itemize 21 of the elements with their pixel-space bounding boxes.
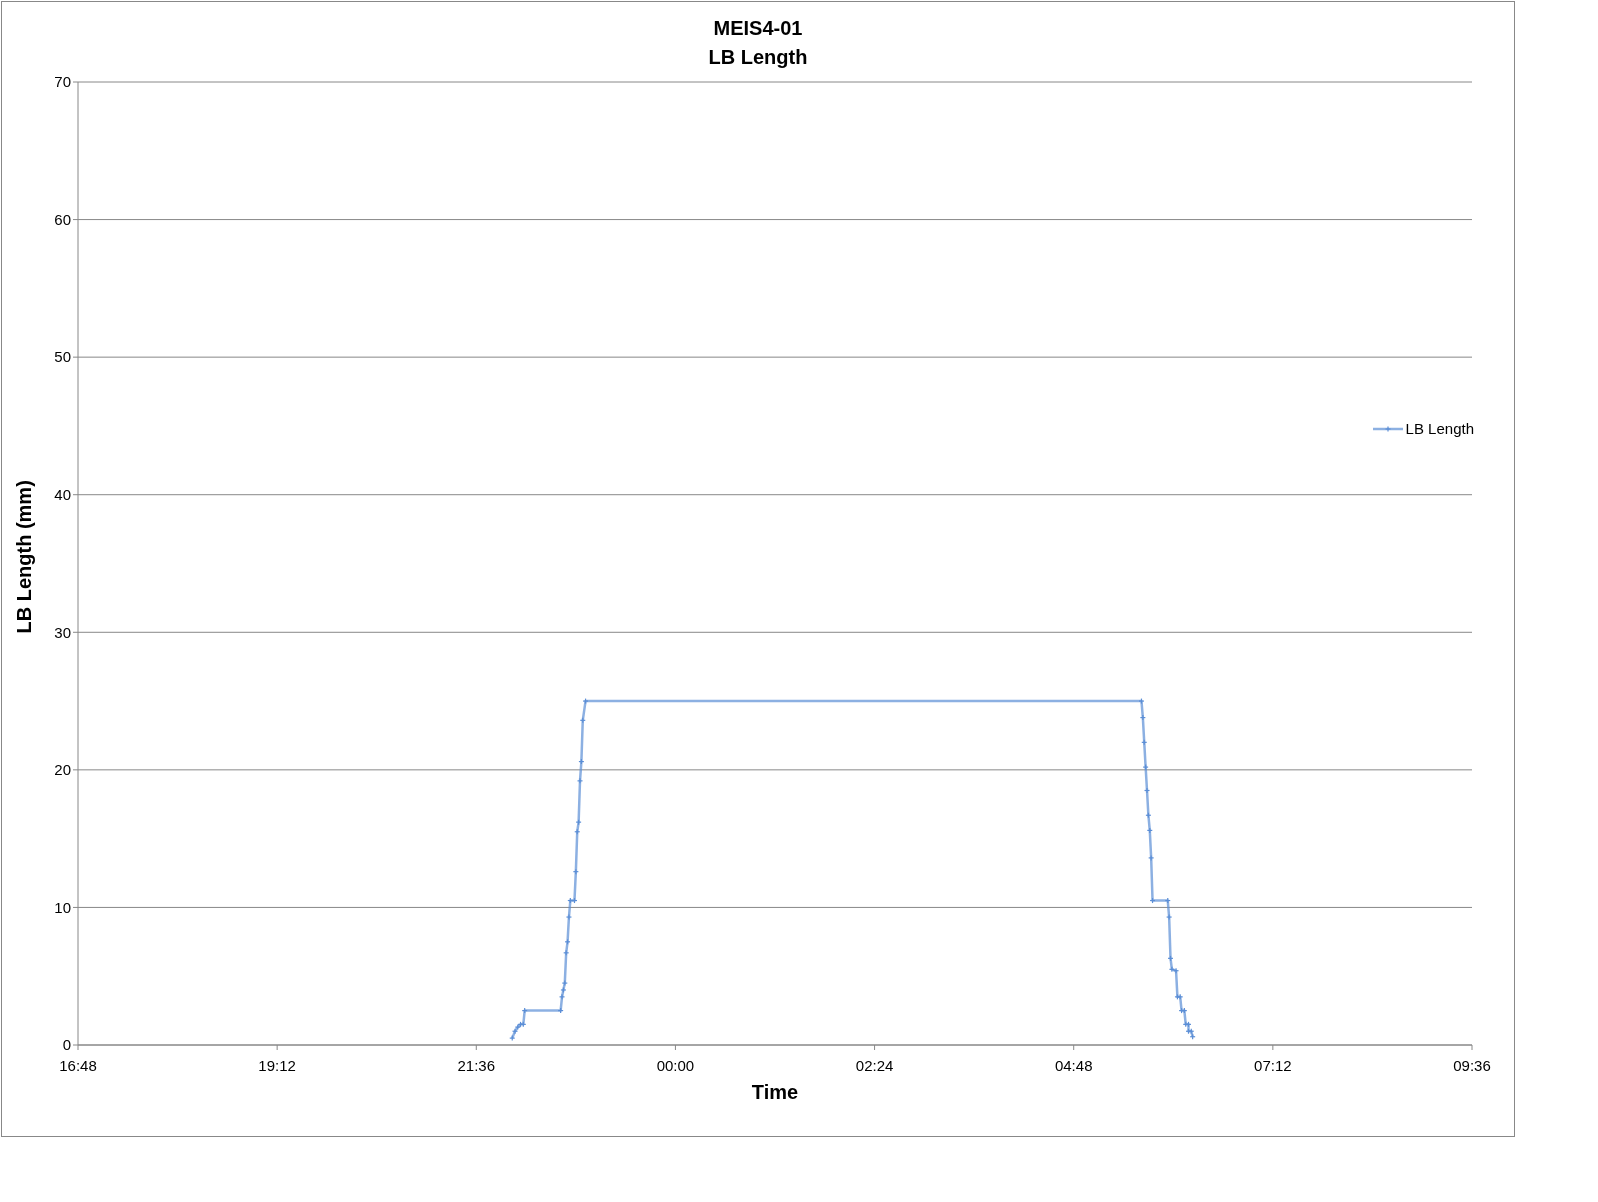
y-tick-label: 30 <box>54 623 71 641</box>
y-tick-label: 0 <box>62 1036 71 1054</box>
x-tick-label: 09:36 <box>1453 1056 1491 1074</box>
x-tick-label: 07:12 <box>1254 1056 1292 1074</box>
y-tick-label: 50 <box>54 348 71 366</box>
x-tick-label: 02:24 <box>855 1056 894 1074</box>
x-axis-title: Time <box>751 1081 799 1103</box>
legend-label: LB Length <box>1405 420 1474 437</box>
chart-title: MEIS4-01 <box>712 16 804 41</box>
y-axis-title: LB Length (mm) <box>13 480 36 634</box>
y-tick-label: 40 <box>54 486 71 504</box>
x-tick-label: 00:00 <box>656 1056 695 1074</box>
y-tick-label: 70 <box>54 73 71 91</box>
y-tick-label: 60 <box>54 210 71 228</box>
y-tick-label: 10 <box>54 898 71 916</box>
y-tick-label: 20 <box>54 761 71 779</box>
chart-subtitle: LB Length <box>707 45 809 70</box>
x-tick-label: 21:36 <box>457 1056 496 1074</box>
x-tick-label: 19:12 <box>258 1056 296 1074</box>
x-tick-label: 16:48 <box>59 1056 97 1074</box>
x-tick-label: 04:48 <box>1054 1056 1093 1074</box>
